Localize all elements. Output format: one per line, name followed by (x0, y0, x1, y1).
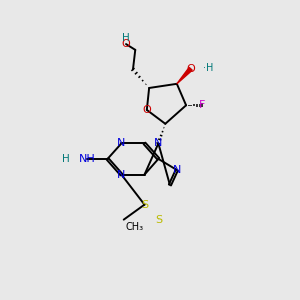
Text: H: H (122, 33, 130, 43)
Text: F: F (199, 100, 206, 110)
Text: CH₃: CH₃ (125, 222, 143, 232)
Text: N: N (117, 138, 126, 148)
Text: ·H: ·H (203, 63, 213, 73)
Text: N: N (173, 165, 181, 175)
Text: S: S (158, 219, 159, 220)
Text: O: O (122, 39, 130, 49)
Polygon shape (177, 68, 192, 84)
Text: S: S (141, 200, 148, 210)
Text: S: S (155, 214, 162, 225)
Text: NH: NH (78, 154, 95, 164)
Text: O: O (186, 64, 195, 74)
Text: N: N (154, 138, 163, 148)
Text: O: O (142, 105, 151, 115)
Text: H: H (62, 154, 70, 164)
Text: N: N (117, 169, 126, 180)
